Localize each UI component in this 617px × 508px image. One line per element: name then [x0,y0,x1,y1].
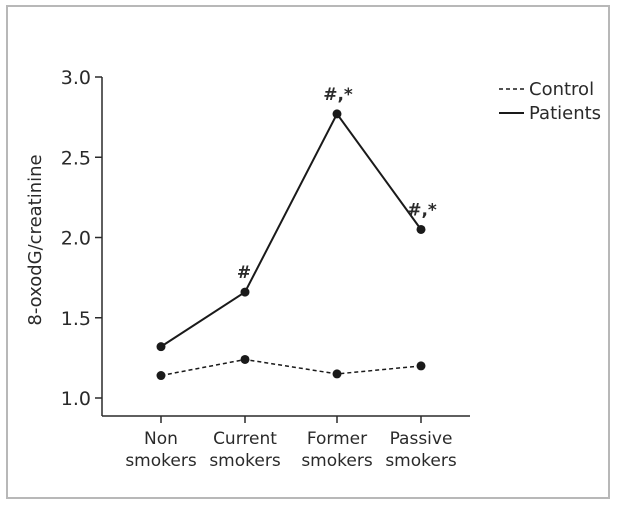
series-line-patients [160,112,422,348]
x-tick-label: Current [213,429,277,449]
x-tick-label: smokers [301,451,373,471]
x-tick-label: Former [307,429,367,449]
data-point-control [240,354,250,364]
annotations: # #,* #,* [237,85,437,283]
outer-border [6,5,610,499]
x-tick-label: Passive [390,429,453,449]
data-point-patients [240,287,250,297]
significance-marker: #,* [323,85,353,105]
y-tick-label: 2.5 [61,147,91,169]
x-tick-label: smokers [385,451,457,471]
x-tick-label: smokers [125,451,197,471]
data-point-patients [332,109,342,119]
x-ticks: NonsmokersCurrentsmokersFormersmokersPas… [125,416,457,471]
data-point-patients [156,342,166,352]
significance-marker: # [237,263,251,283]
legend-label-patients: Patients [529,103,601,124]
data-point-control [332,369,342,379]
legend: Control Patients [499,79,601,124]
data-point-control [416,361,426,371]
y-axis-label: 8-oxodG/creatinine [25,154,46,325]
y-tick-label: 3.0 [61,67,91,89]
significance-marker: #,* [407,200,437,220]
data-point-patients [416,224,426,234]
y-tick-label: 2.0 [61,228,91,250]
series-lines [160,112,422,377]
y-tick-label: 1.0 [61,388,91,410]
legend-label-control: Control [529,79,594,100]
series-points [156,109,426,381]
x-tick-label: Non [144,429,178,449]
y-ticks: 1.0 1.5 2.0 2.5 3.0 [61,67,102,410]
data-point-control [156,371,166,381]
x-tick-label: smokers [209,451,281,471]
y-tick-label: 1.5 [61,308,91,330]
series-line-control [160,358,422,377]
